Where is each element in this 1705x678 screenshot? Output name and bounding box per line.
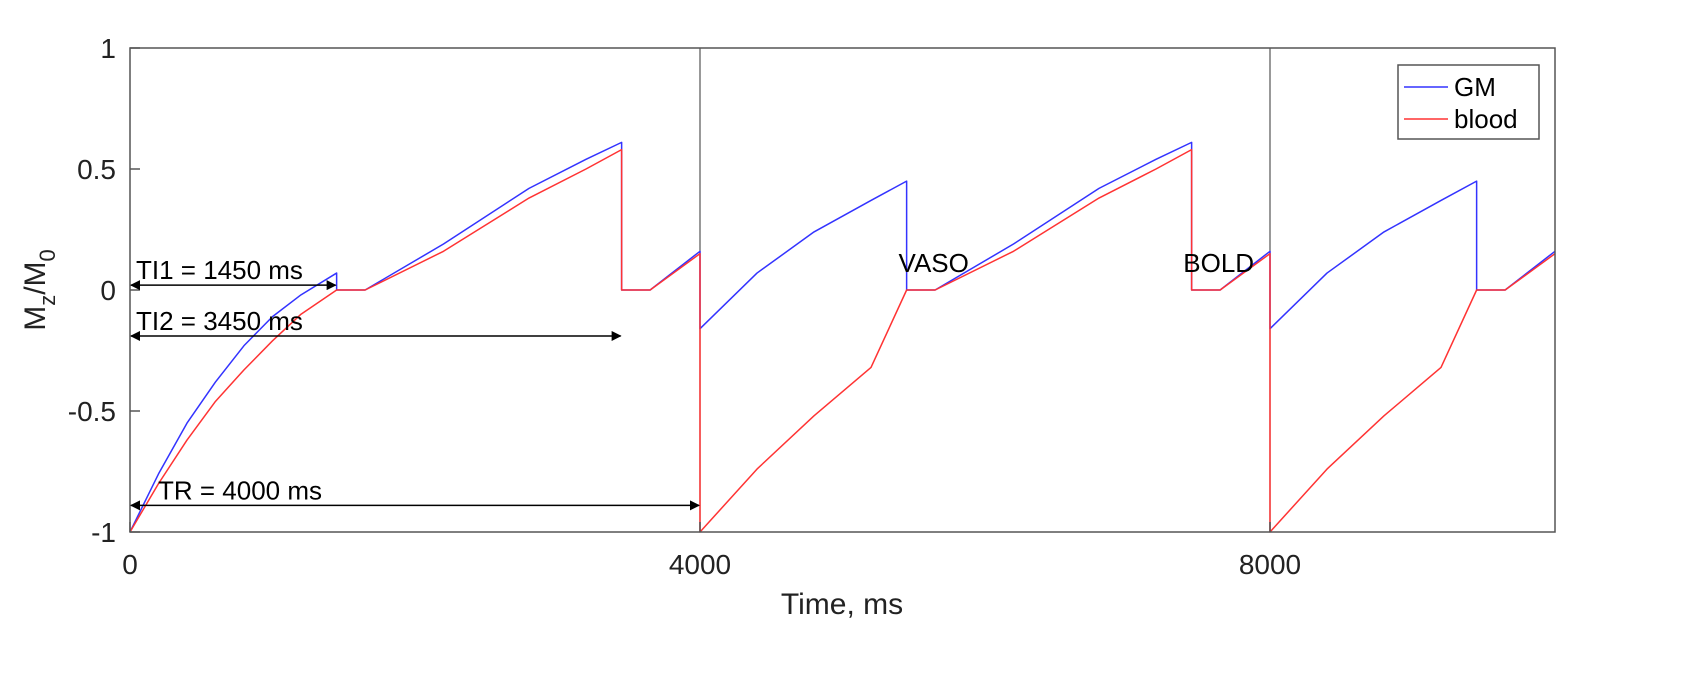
y-axis-title: Mz/M0 (19, 249, 60, 331)
plot-area-background (130, 48, 1555, 532)
y-axis-title-main1: M (19, 306, 52, 331)
annotation-label: TR = 4000 ms (158, 475, 322, 505)
annotations: TI1 = 1450 ms TI2 = 3450 ms TR = 4000 ms VA… (130, 248, 1254, 511)
legend-label-gm: GM (1454, 72, 1496, 102)
x-tick-label: 8000 (1239, 549, 1301, 580)
legend-box (1397, 64, 1540, 140)
annotation-label: TI2 = 3450 ms (136, 306, 303, 336)
y-tick-label: 1 (100, 33, 116, 64)
annotation-label: VASO (899, 248, 969, 278)
y-tick-label: 0.5 (77, 154, 116, 185)
x-tick-label: 0 (122, 549, 138, 580)
series-line-blood (129, 148, 1556, 533)
y-axis-title-sub1: z (35, 295, 60, 306)
y-tick-label: -1 (91, 517, 116, 548)
axis-ticks: 0 4000 8000 -1 -0.5 0 0.5 1 (68, 33, 1301, 580)
y-axis-title-slash: / (19, 286, 52, 295)
x-axis-title: Time, ms (781, 588, 903, 621)
x-tick-label: 4000 (669, 549, 731, 580)
legend-label-blood: blood (1454, 104, 1518, 134)
y-tick-label: 0 (100, 275, 116, 306)
legend: GM blood (1397, 64, 1540, 140)
annotation-label: BOLD (1183, 248, 1254, 278)
y-axis-title-main2: M (19, 261, 52, 286)
annotation-label: TI1 = 1450 ms (136, 255, 303, 285)
y-axis-title-sub2: 0 (35, 249, 60, 261)
y-tick-label: -0.5 (68, 396, 116, 427)
